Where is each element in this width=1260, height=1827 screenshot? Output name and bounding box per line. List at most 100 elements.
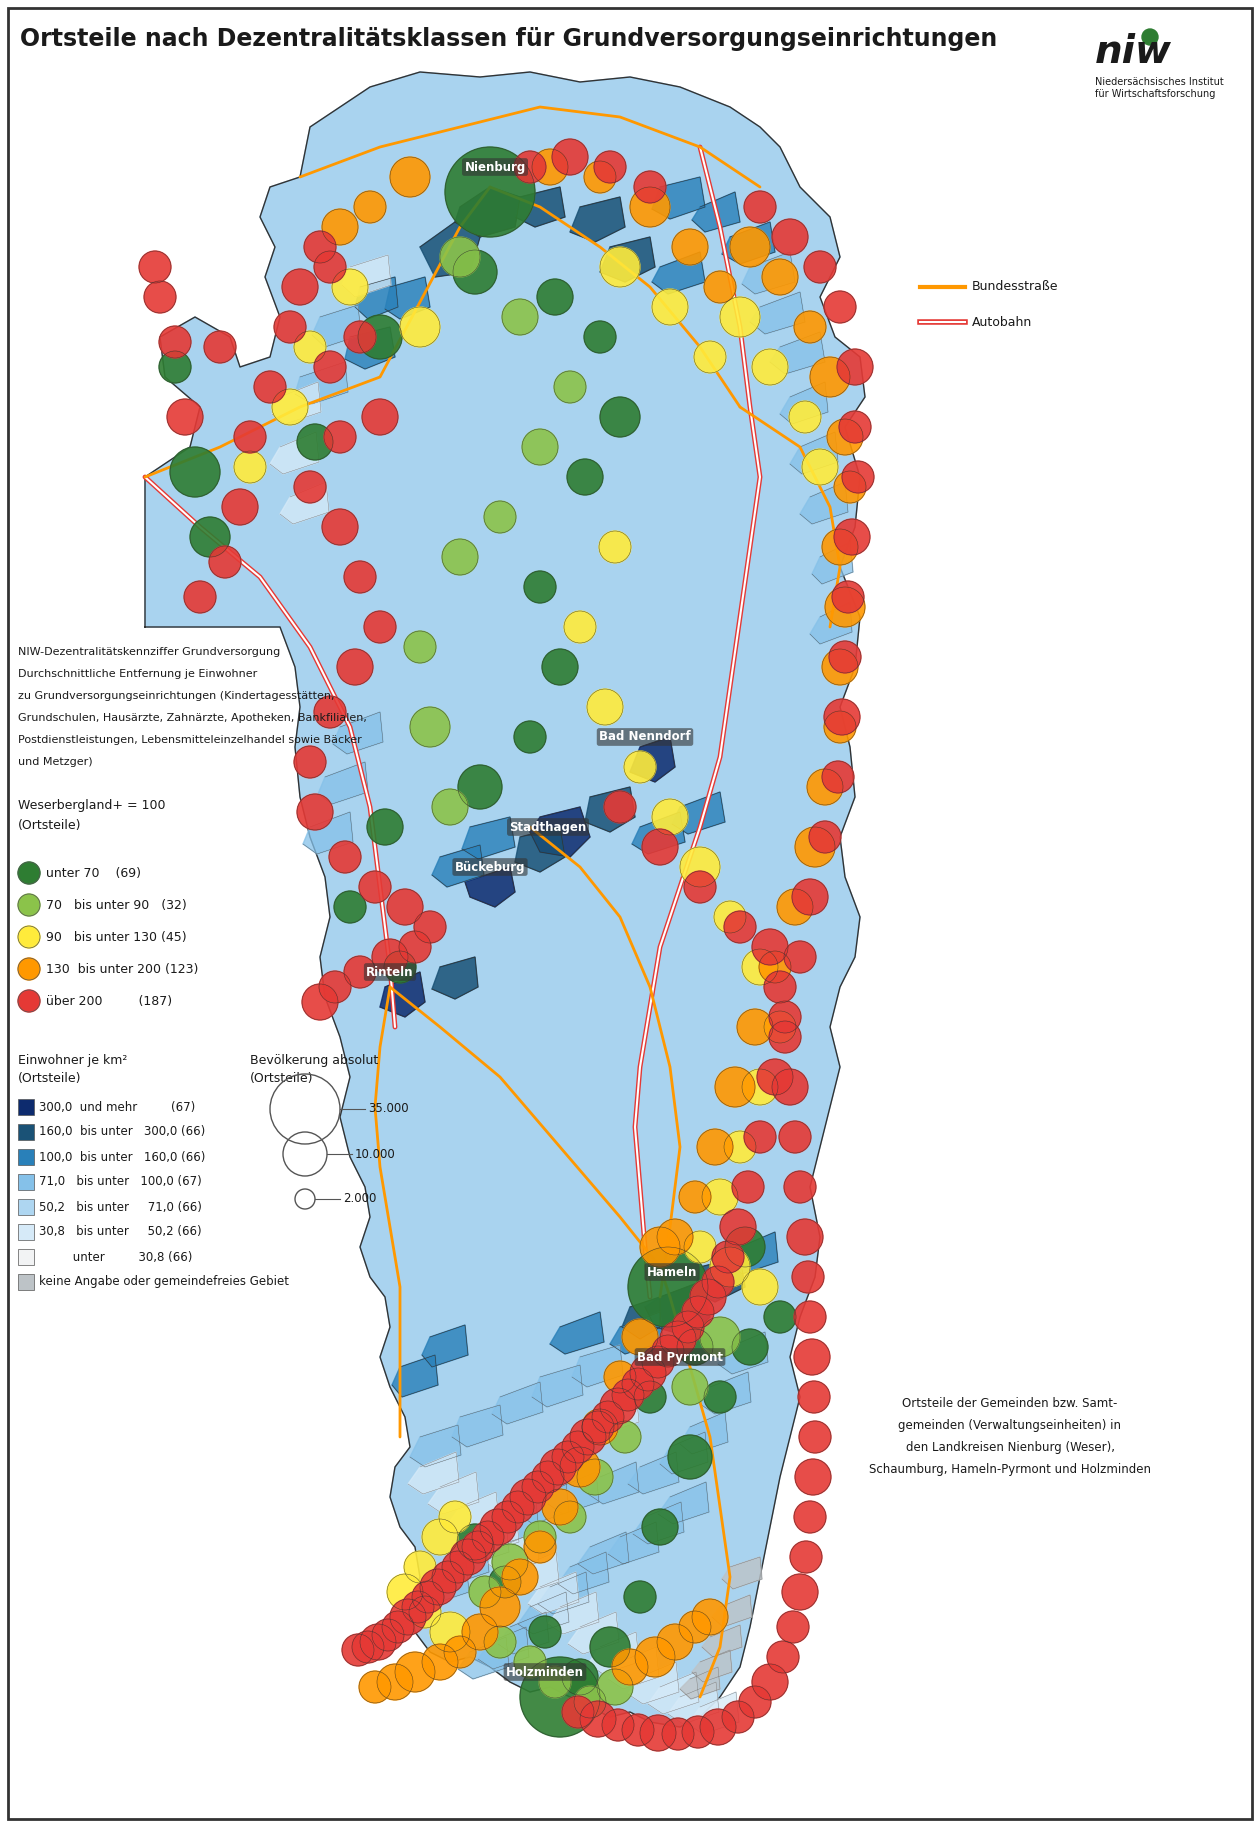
Circle shape (341, 1633, 374, 1666)
Circle shape (432, 789, 467, 826)
Circle shape (730, 227, 770, 267)
Circle shape (656, 1624, 693, 1661)
Circle shape (682, 1295, 714, 1328)
Text: über 200         (187): über 200 (187) (47, 994, 173, 1007)
Polygon shape (701, 1372, 751, 1414)
Circle shape (582, 1410, 614, 1443)
Polygon shape (570, 197, 625, 241)
Circle shape (822, 762, 854, 793)
Circle shape (294, 471, 326, 502)
Polygon shape (455, 186, 520, 238)
Circle shape (794, 1502, 827, 1533)
Circle shape (609, 1421, 641, 1452)
Circle shape (304, 230, 336, 263)
Polygon shape (610, 1312, 663, 1354)
Polygon shape (270, 431, 319, 473)
Circle shape (457, 1524, 493, 1560)
Circle shape (701, 1317, 740, 1357)
Circle shape (469, 1577, 501, 1608)
Polygon shape (438, 1542, 489, 1584)
Text: zu Grundversorgungseinrichtungen (Kindertagesstätten,: zu Grundversorgungseinrichtungen (Kinder… (18, 691, 334, 702)
Polygon shape (548, 1591, 598, 1633)
Text: und Metzger): und Metzger) (18, 756, 93, 767)
Circle shape (742, 1069, 777, 1105)
Circle shape (825, 586, 866, 627)
Circle shape (600, 247, 640, 287)
Circle shape (794, 1339, 830, 1376)
Circle shape (772, 1069, 808, 1105)
Circle shape (635, 1637, 675, 1677)
Polygon shape (478, 1628, 529, 1670)
Circle shape (600, 396, 640, 437)
Circle shape (360, 1624, 396, 1661)
Circle shape (234, 451, 266, 482)
Circle shape (757, 1060, 793, 1094)
Circle shape (714, 901, 746, 934)
Circle shape (537, 280, 573, 314)
Circle shape (334, 892, 365, 923)
Circle shape (491, 1502, 524, 1533)
Text: Nienburg: Nienburg (465, 161, 525, 174)
Bar (18, 1199, 34, 1215)
Circle shape (788, 1219, 823, 1255)
Circle shape (18, 957, 40, 979)
Circle shape (394, 1652, 435, 1692)
Circle shape (679, 1611, 711, 1642)
Circle shape (359, 1672, 391, 1703)
Circle shape (784, 941, 816, 974)
Circle shape (420, 1569, 456, 1604)
Circle shape (410, 707, 450, 747)
Circle shape (764, 970, 796, 1003)
Circle shape (255, 371, 286, 404)
Circle shape (1142, 29, 1158, 46)
Circle shape (422, 1518, 457, 1555)
Circle shape (651, 1336, 684, 1367)
Text: Autobahn: Autobahn (971, 316, 1032, 329)
Circle shape (273, 311, 306, 343)
Text: unter 70    (69): unter 70 (69) (47, 866, 141, 879)
Circle shape (520, 1657, 600, 1737)
Polygon shape (428, 1473, 479, 1515)
Text: Stadthagen: Stadthagen (509, 820, 587, 833)
Polygon shape (538, 1571, 588, 1613)
Circle shape (294, 331, 326, 364)
Polygon shape (467, 1513, 519, 1555)
Circle shape (704, 270, 736, 303)
Circle shape (539, 1666, 571, 1697)
Circle shape (724, 1228, 765, 1266)
Polygon shape (680, 1666, 719, 1699)
Circle shape (793, 1261, 824, 1294)
Circle shape (602, 1708, 634, 1741)
Text: den Landkreisen Nienburg (Weser),: den Landkreisen Nienburg (Weser), (906, 1442, 1115, 1454)
Polygon shape (498, 1611, 549, 1653)
Polygon shape (420, 223, 480, 278)
Text: unter         30,8 (66): unter 30,8 (66) (39, 1250, 193, 1264)
Polygon shape (272, 382, 321, 424)
Circle shape (501, 1558, 538, 1595)
Circle shape (480, 1588, 520, 1628)
Circle shape (391, 157, 430, 197)
Polygon shape (588, 1462, 639, 1504)
Circle shape (692, 1599, 728, 1635)
Circle shape (827, 418, 863, 455)
Polygon shape (558, 1551, 609, 1593)
Polygon shape (530, 808, 590, 857)
Polygon shape (660, 1432, 708, 1474)
Polygon shape (633, 811, 685, 853)
Circle shape (604, 1361, 636, 1392)
Polygon shape (408, 1452, 459, 1494)
Text: Bevölkerung absolut: Bevölkerung absolut (249, 1054, 378, 1067)
Polygon shape (341, 256, 391, 298)
Circle shape (804, 250, 835, 283)
Circle shape (554, 371, 586, 404)
Circle shape (159, 351, 192, 384)
Polygon shape (392, 1356, 438, 1398)
Circle shape (372, 1619, 404, 1652)
Circle shape (600, 1389, 636, 1423)
Circle shape (168, 398, 203, 435)
Circle shape (552, 139, 588, 175)
Circle shape (742, 948, 777, 985)
Polygon shape (532, 1365, 583, 1407)
Circle shape (772, 219, 808, 256)
Text: 10.000: 10.000 (355, 1147, 396, 1160)
